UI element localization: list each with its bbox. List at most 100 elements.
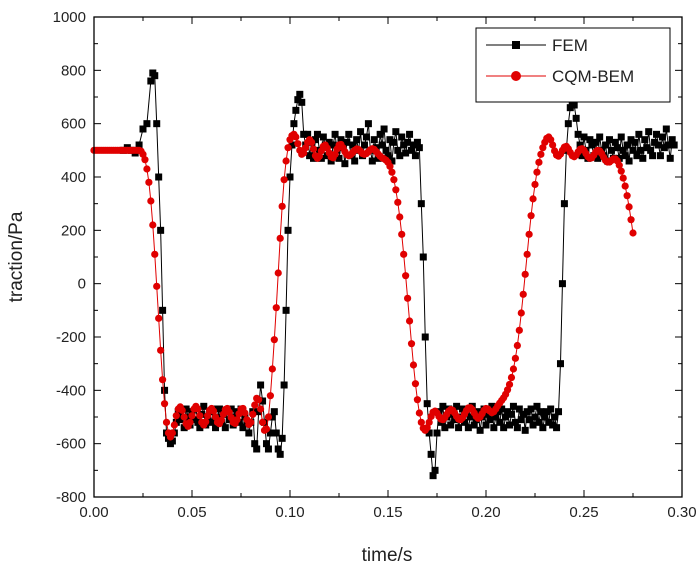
fem-point: [535, 418, 543, 426]
cqm-bem-point: [507, 373, 516, 382]
fem-point: [564, 120, 572, 128]
cqm-bem-point: [209, 407, 218, 415]
fem-point: [637, 146, 645, 154]
fem-point: [245, 429, 253, 437]
fem-point: [400, 141, 408, 149]
series-cqm-bem: [90, 130, 637, 441]
fem-point: [543, 408, 551, 416]
cqm-bem-point: [258, 418, 267, 426]
cqm-bem-point: [280, 176, 288, 184]
y-tick-label: -400: [56, 382, 86, 399]
fem-point: [360, 141, 368, 149]
legend-fem-label: FEM: [552, 36, 588, 55]
fem-point: [533, 402, 541, 410]
fem-point: [345, 130, 353, 138]
fem-point: [617, 133, 625, 141]
cqm-bem-point: [621, 182, 629, 190]
y-tick-label: -200: [56, 329, 86, 346]
legend-fem-marker: [512, 41, 520, 49]
fem-point: [455, 424, 463, 432]
fem-point: [466, 413, 474, 421]
cqm-bem-point: [153, 282, 161, 290]
cqm-bem-point: [307, 138, 316, 146]
fem-point: [656, 152, 664, 160]
cqm-bem-point: [241, 409, 249, 417]
fem-point: [621, 152, 629, 160]
cqm-bem-point: [276, 234, 284, 242]
fem-point: [623, 141, 631, 149]
x-tick-label: 0.30: [667, 504, 696, 521]
fem-point: [545, 418, 553, 426]
fem-point: [404, 138, 412, 146]
fem-point: [566, 104, 574, 112]
cqm-bem-point: [149, 221, 157, 229]
fem-point: [325, 138, 333, 146]
fem-point: [413, 138, 421, 146]
cqm-bem-point: [396, 213, 404, 221]
y-tick-label: 0: [78, 276, 86, 293]
cqm-bem-point: [527, 212, 535, 220]
cqm-bem-point: [292, 133, 300, 141]
fem-point: [531, 413, 539, 421]
fem-point: [208, 418, 216, 426]
cqm-bem-point: [521, 270, 529, 278]
fem-point: [611, 138, 619, 146]
cqm-bem-point: [402, 272, 410, 280]
y-tick-label: -600: [56, 436, 86, 453]
cqm-bem-point: [194, 405, 202, 413]
fem-point: [502, 413, 510, 421]
fem-point: [464, 424, 472, 432]
cqm-bem-point: [247, 418, 255, 426]
fem-point: [298, 98, 306, 106]
fem-point: [337, 136, 345, 144]
fem-point: [266, 429, 274, 437]
fem-point: [641, 136, 649, 144]
fem-point: [190, 416, 198, 424]
fem-point: [180, 424, 188, 432]
cqm-bem-point: [623, 192, 631, 200]
fem-point: [194, 418, 202, 426]
y-tick-label: -800: [56, 489, 86, 506]
cqm-bem-line: [94, 133, 634, 439]
cqm-bem-point: [615, 161, 623, 169]
cqm-bem-point: [159, 376, 167, 384]
fem-point: [282, 306, 290, 314]
fem-point: [507, 410, 515, 418]
fem-point: [470, 421, 478, 429]
x-tick-label: 0.25: [569, 504, 598, 521]
fem-point: [496, 418, 504, 426]
fem-point: [415, 144, 423, 152]
cqm-bem-point: [425, 418, 433, 426]
fem-point: [161, 386, 169, 394]
fem-point: [398, 133, 406, 141]
fem-point: [288, 141, 296, 149]
cqm-bem-point: [411, 380, 420, 388]
fem-point: [664, 141, 672, 149]
fem-point: [439, 402, 447, 410]
cqm-bem-point: [180, 413, 188, 421]
fem-point: [402, 149, 410, 157]
fem-point: [645, 128, 653, 136]
fem-point: [268, 413, 276, 421]
fem-point: [319, 133, 327, 141]
y-tick-label: 600: [61, 116, 86, 133]
fem-point: [343, 138, 351, 146]
fem-point: [482, 421, 490, 429]
fem-point: [631, 138, 639, 146]
cqm-bem-point: [619, 174, 627, 182]
fem-point: [392, 128, 400, 136]
fem-point: [521, 426, 529, 434]
fem-point: [196, 424, 204, 432]
fem-point: [376, 130, 384, 138]
fem-point: [284, 226, 292, 234]
cqm-bem-point: [202, 418, 210, 426]
cqm-bem-point: [515, 326, 523, 334]
fem-point: [313, 130, 321, 138]
fem-point: [182, 405, 190, 413]
fem-point: [278, 434, 286, 442]
fem-point: [378, 141, 386, 149]
fem-point: [329, 141, 337, 149]
fem-point: [200, 402, 208, 410]
cqm-bem-point: [523, 250, 531, 258]
cqm-bem-point: [390, 176, 398, 184]
